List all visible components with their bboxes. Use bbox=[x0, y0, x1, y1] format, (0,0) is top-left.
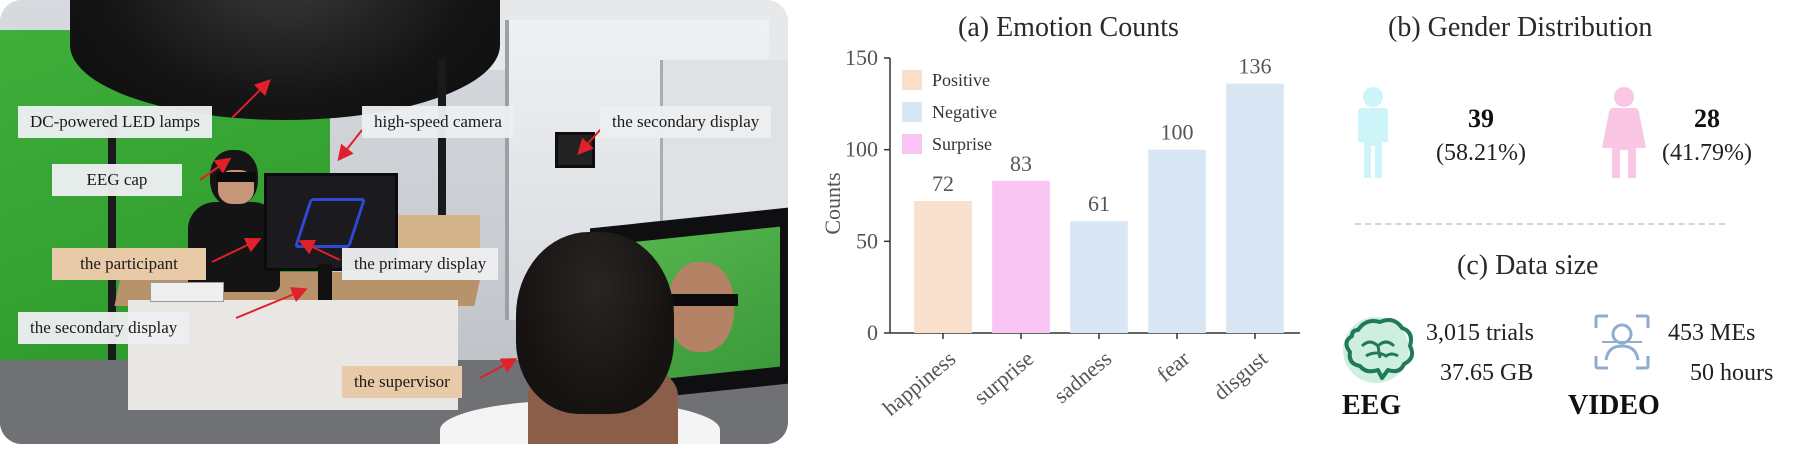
female-percent: (41.79%) bbox=[1662, 140, 1752, 166]
legend-swatch-positive bbox=[902, 70, 922, 90]
male-person-icon bbox=[1358, 87, 1388, 178]
video-mes: 453 MEs bbox=[1668, 320, 1756, 346]
chart-title: (a) Emotion Counts bbox=[958, 12, 1179, 43]
female-count: 28 bbox=[1694, 104, 1720, 133]
x-tick-label-disgust: disgust bbox=[1208, 346, 1272, 405]
legend-label-surprise: Surprise bbox=[932, 134, 992, 154]
screen-eye-bar bbox=[664, 294, 738, 306]
arrow-camera bbox=[337, 129, 363, 162]
bar-fear bbox=[1148, 149, 1206, 333]
legend-swatch-surprise bbox=[902, 134, 922, 154]
female-person-icon bbox=[1602, 87, 1646, 178]
video-label: VIDEO bbox=[1568, 390, 1660, 421]
screen-face bbox=[668, 262, 734, 352]
arrow-led bbox=[231, 79, 271, 119]
arrow-supervisor bbox=[479, 358, 518, 379]
eeg-size: 37.65 GB bbox=[1440, 360, 1534, 386]
legend-label-negative: Negative bbox=[932, 102, 997, 122]
monitor-stand bbox=[318, 264, 332, 300]
eeg-label: EEG bbox=[1342, 390, 1402, 421]
bar-disgust bbox=[1226, 83, 1284, 334]
annotation-arrows bbox=[199, 79, 603, 379]
value-label-disgust: 136 bbox=[1239, 54, 1272, 79]
value-label-sadness: 61 bbox=[1088, 191, 1110, 216]
value-label-fear: 100 bbox=[1161, 120, 1194, 145]
brain-icon bbox=[1343, 317, 1414, 383]
emotion-counts-chart: 0 50 100 150 Counts happiness surprise sadness f… bbox=[820, 45, 1300, 421]
bar-happiness bbox=[914, 201, 972, 333]
y-axis-label: Counts bbox=[820, 172, 845, 234]
x-tick-label-fear: fear bbox=[1152, 345, 1195, 387]
x-tick-label-sadness: sadness bbox=[1049, 346, 1117, 408]
label-participant: the participant bbox=[52, 248, 206, 280]
gender-title: (b) Gender Distribution bbox=[1388, 12, 1653, 43]
bar-surprise bbox=[992, 180, 1050, 333]
label-camera: high-speed camera bbox=[362, 106, 514, 138]
value-label-surprise: 83 bbox=[1010, 151, 1032, 176]
panel-divider bbox=[1355, 223, 1725, 225]
data-size-title: (c) Data size bbox=[1457, 250, 1599, 281]
bar-sadness bbox=[1070, 221, 1128, 333]
label-eeg-cap: EEG cap bbox=[52, 164, 182, 196]
label-secondary-display-top: the secondary display bbox=[600, 106, 772, 138]
y-tick-label: 50 bbox=[856, 228, 878, 253]
value-label-happiness: 72 bbox=[932, 171, 954, 196]
y-tick-label: 0 bbox=[867, 320, 878, 345]
arrow-secondary-top bbox=[577, 127, 603, 155]
legend-label-positive: Positive bbox=[932, 70, 990, 90]
y-tick-label: 150 bbox=[845, 45, 878, 70]
label-supervisor: the supervisor bbox=[342, 366, 462, 398]
male-percent: (58.21%) bbox=[1436, 140, 1526, 166]
lamp-umbrella bbox=[70, 0, 500, 120]
lab-setup-photo: DC-powered LED lamps high-speed camera t… bbox=[0, 0, 788, 444]
x-tick-label-surprise: surprise bbox=[969, 346, 1038, 410]
face-scan-icon bbox=[1594, 314, 1650, 370]
video-hours: 50 hours bbox=[1690, 360, 1774, 386]
arrow-primary bbox=[298, 239, 341, 261]
arrow-secondary-bottom bbox=[235, 287, 308, 319]
label-led-lamps: DC-powered LED lamps bbox=[18, 106, 212, 138]
label-primary-display: the primary display bbox=[342, 248, 499, 280]
participant-eye-bar bbox=[216, 172, 256, 182]
arrow-participant bbox=[211, 237, 262, 263]
keyboard bbox=[150, 282, 224, 302]
chart-bars: 72 83 61 100 136 bbox=[914, 54, 1284, 334]
supervisor-head bbox=[516, 232, 674, 414]
y-tick-label: 100 bbox=[845, 137, 878, 162]
male-count: 39 bbox=[1468, 104, 1494, 133]
chart-legend: Positive Negative Surprise bbox=[902, 70, 997, 154]
label-secondary-display-bottom: the secondary display bbox=[18, 312, 190, 344]
arrow-eeg bbox=[199, 157, 232, 181]
legend-swatch-negative bbox=[902, 102, 922, 122]
x-tick-label-happiness: happiness bbox=[878, 346, 961, 421]
eeg-trials: 3,015 trials bbox=[1426, 320, 1534, 346]
